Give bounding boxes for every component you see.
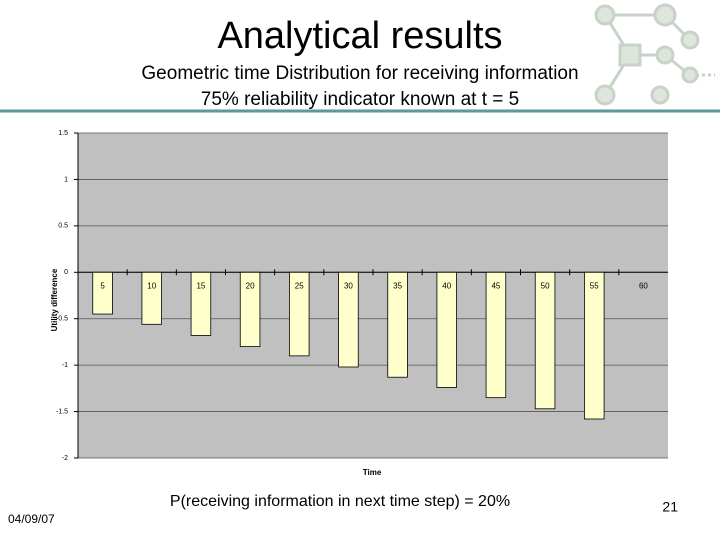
bar bbox=[485, 271, 507, 399]
subtitle: Geometric time Distribution for receivin… bbox=[141, 63, 578, 84]
x-tick-label: 55 bbox=[590, 281, 599, 290]
x-tick-label: 25 bbox=[295, 281, 304, 290]
bar bbox=[534, 271, 556, 410]
y-tick-label: 1.5 bbox=[58, 130, 68, 137]
bar bbox=[289, 271, 310, 357]
plot-area bbox=[78, 133, 668, 458]
page-number: 21 bbox=[662, 499, 678, 515]
x-tick-label: 45 bbox=[491, 281, 500, 290]
bar bbox=[239, 271, 261, 347]
bar bbox=[387, 271, 408, 378]
y-tick-label: 0 bbox=[64, 269, 68, 276]
y-tick-label: 1 bbox=[64, 176, 68, 183]
bar bbox=[584, 271, 605, 420]
bar bbox=[92, 271, 113, 315]
y-tick-label: -1 bbox=[62, 362, 68, 369]
y-tick-label: -0.5 bbox=[56, 316, 68, 323]
y-axis-label: Utility difference bbox=[50, 268, 59, 331]
date: 04/09/07 bbox=[8, 512, 55, 526]
x-tick-label: 5 bbox=[100, 281, 105, 290]
y-tick-label: 0.5 bbox=[58, 223, 68, 230]
x-tick-label: 15 bbox=[196, 281, 205, 290]
x-axis-label: Time bbox=[363, 468, 382, 477]
x-tick-label: 10 bbox=[147, 281, 156, 290]
x-tick-label: 20 bbox=[246, 281, 255, 290]
subtitle: 75% reliability indicator known at t = 5 bbox=[201, 89, 519, 110]
x-tick-label: 30 bbox=[344, 281, 353, 290]
x-tick-label: 40 bbox=[442, 281, 451, 290]
logo bbox=[594, 3, 715, 106]
y-tick-label: -1.5 bbox=[56, 408, 68, 415]
bar bbox=[338, 271, 359, 368]
x-tick-label: 35 bbox=[393, 281, 402, 290]
footer: P(receiving information in next time ste… bbox=[170, 493, 510, 510]
bar bbox=[190, 271, 212, 336]
y-tick-label: -2 bbox=[62, 455, 68, 462]
bar bbox=[436, 271, 457, 388]
bar bbox=[141, 271, 162, 325]
slide-title: Analytical results bbox=[217, 15, 502, 57]
x-tick-label: 50 bbox=[541, 281, 550, 290]
x-tick-label: 60 bbox=[639, 281, 648, 290]
